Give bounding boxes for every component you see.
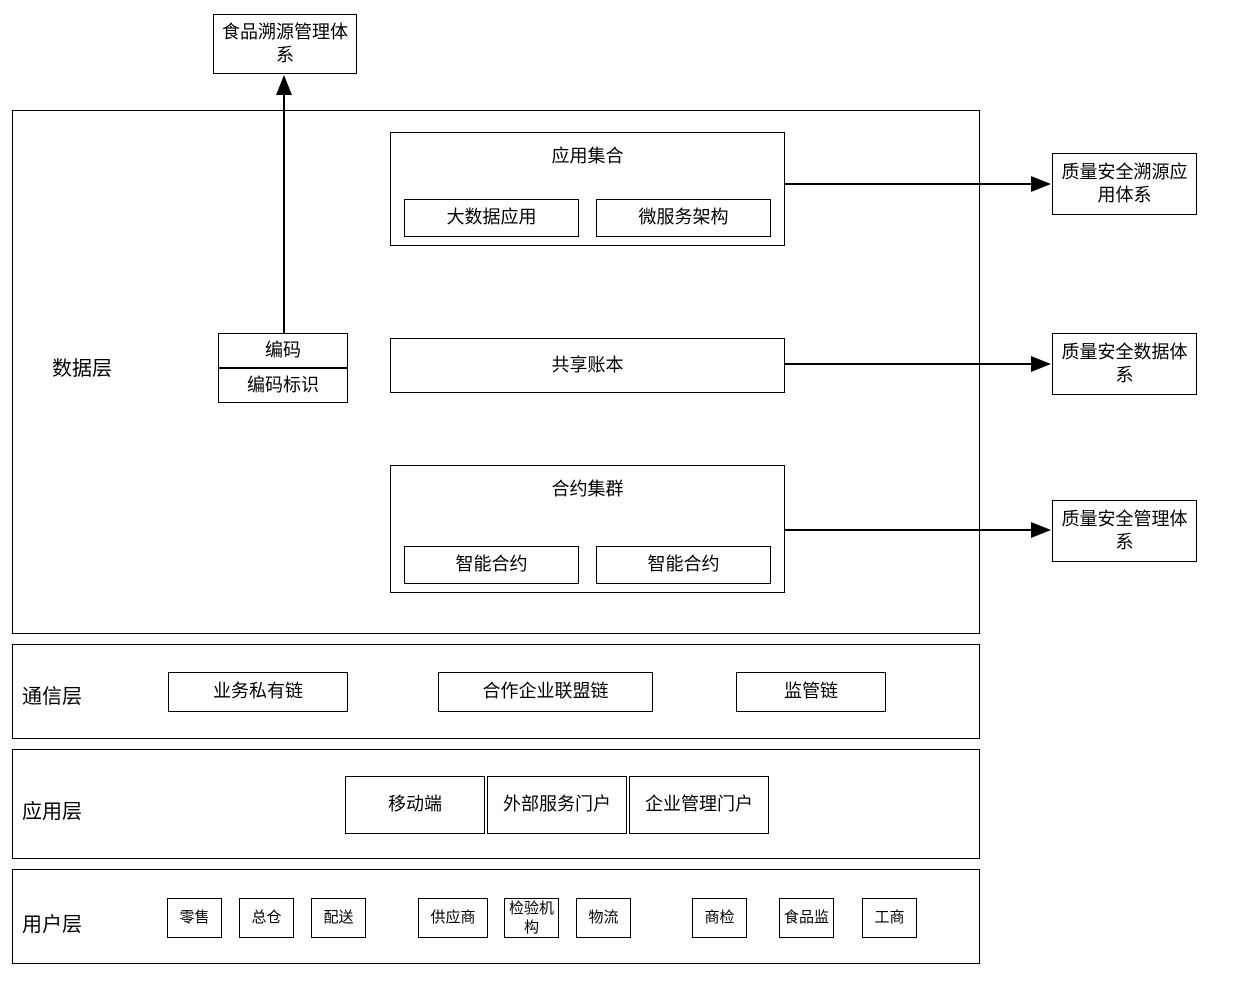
app-set-left-label: 大数据应用 <box>447 206 537 229</box>
comm-layer-label: 通信层 <box>22 680 82 709</box>
encoding-top-label: 编码 <box>265 339 301 362</box>
user-item-0-label: 零售 <box>179 908 209 928</box>
top-system-box: 食品溯源管理体系 <box>213 14 357 74</box>
app-b1-label: 移动端 <box>388 793 442 816</box>
comm-b2-label: 合作企业联盟链 <box>483 680 609 703</box>
user-item-8-box: 工商 <box>862 898 917 938</box>
user-item-3-label: 供应商 <box>430 908 475 928</box>
right-mgmt-system-box: 质量安全管理体系 <box>1052 500 1197 562</box>
user-item-5-box: 物流 <box>576 898 631 938</box>
app-b3-box: 企业管理门户 <box>629 776 769 834</box>
user-item-7-label: 食品监 <box>784 908 829 928</box>
user-item-4-box: 检验机构 <box>504 898 559 938</box>
user-item-0-box: 零售 <box>167 898 222 938</box>
user-item-6-label: 商检 <box>704 908 734 928</box>
ledger-box: 共享账本 <box>390 338 785 393</box>
comm-b2-box: 合作企业联盟链 <box>438 672 653 712</box>
user-item-4-label: 检验机构 <box>505 899 558 938</box>
data-layer-label: 数据层 <box>52 352 112 381</box>
encoding-top-box: 编码 <box>218 333 348 368</box>
app-b3-label: 企业管理门户 <box>645 793 753 816</box>
user-item-3-box: 供应商 <box>418 898 488 938</box>
comm-b1-label: 业务私有链 <box>213 680 303 703</box>
user-item-5-label: 物流 <box>588 908 618 928</box>
comm-b1-box: 业务私有链 <box>168 672 348 712</box>
app-set-right-label: 微服务架构 <box>639 206 729 229</box>
user-item-1-label: 总仓 <box>251 908 281 928</box>
app-b1-box: 移动端 <box>345 776 485 834</box>
right-app-system-box: 质量安全溯源应用体系 <box>1052 153 1197 215</box>
app-set-right-box: 微服务架构 <box>596 199 771 237</box>
app-b2-box: 外部服务门户 <box>487 776 627 834</box>
right-app-system-label: 质量安全溯源应用体系 <box>1053 161 1196 208</box>
right-data-system-label: 质量安全数据体系 <box>1053 341 1196 388</box>
contract-cluster-title: 合约集群 <box>552 478 624 501</box>
contract-left-box: 智能合约 <box>404 546 579 584</box>
encoding-bottom-label: 编码标识 <box>247 374 319 397</box>
app-set-title: 应用集合 <box>552 145 624 168</box>
user-item-2-box: 配送 <box>311 898 366 938</box>
encoding-bottom-box: 编码标识 <box>218 368 348 403</box>
user-item-6-box: 商检 <box>692 898 747 938</box>
user-item-7-box: 食品监 <box>779 898 834 938</box>
contract-left-label: 智能合约 <box>456 553 528 576</box>
app-b2-label: 外部服务门户 <box>503 793 611 816</box>
user-item-8-label: 工商 <box>874 908 904 928</box>
user-item-2-label: 配送 <box>323 908 353 928</box>
user-layer-container <box>12 869 980 964</box>
ledger-label: 共享账本 <box>552 354 624 377</box>
user-layer-label: 用户层 <box>22 908 82 937</box>
comm-b3-box: 监管链 <box>736 672 886 712</box>
contract-right-box: 智能合约 <box>596 546 771 584</box>
contract-right-label: 智能合约 <box>648 553 720 576</box>
app-set-left-box: 大数据应用 <box>404 199 579 237</box>
right-data-system-box: 质量安全数据体系 <box>1052 333 1197 395</box>
right-mgmt-system-label: 质量安全管理体系 <box>1053 508 1196 555</box>
user-item-1-box: 总仓 <box>239 898 294 938</box>
comm-b3-label: 监管链 <box>784 680 838 703</box>
top-system-label: 食品溯源管理体系 <box>214 21 356 68</box>
app-layer-label: 应用层 <box>22 795 82 824</box>
